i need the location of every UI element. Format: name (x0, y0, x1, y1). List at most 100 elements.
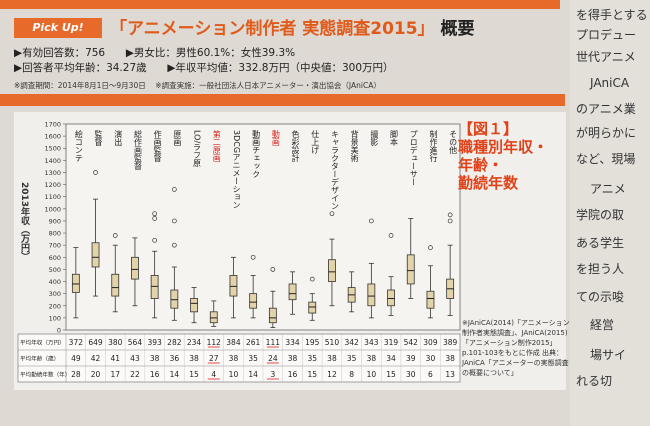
figure-footnote: ※JAniCA(2014)「アニメーション制作者実態調査」、JAniCA(201… (462, 319, 570, 377)
box (367, 283, 376, 307)
data-table (17, 333, 461, 383)
category-label: 制作進行 (429, 129, 438, 163)
table-cell: 343 (364, 338, 379, 347)
sidebar-line: 学院の取 (576, 208, 625, 222)
box (170, 289, 179, 309)
survey-org: ※調査実施：一般社団法人日本アニメーター・演出協会（JAniCA） (155, 81, 381, 90)
category-label: キャラクターデザイン (330, 130, 339, 210)
outlier-point (93, 170, 98, 175)
section-band (0, 94, 565, 106)
category-label: LO/ラフ原 (193, 130, 202, 167)
outlier-point (388, 233, 394, 238)
table-row-label: 平均勤続年数（年） (20, 371, 70, 379)
table-cell: 35 (307, 354, 317, 363)
table-cell: 10 (229, 370, 239, 379)
y-tick-label: 1600 (44, 133, 61, 141)
box (71, 273, 80, 293)
box (328, 259, 336, 282)
category-label: 撮影 (370, 129, 379, 147)
table-cell: 20 (91, 370, 101, 379)
table-cell: 10 (367, 370, 377, 379)
category-label: 原画 (173, 130, 182, 147)
box (288, 283, 297, 301)
sidebar-line: アニメ (590, 182, 626, 196)
table-cell: 282 (167, 338, 182, 347)
y-tick-label: 800 (49, 230, 61, 238)
table-cell: 38 (189, 354, 199, 363)
plot-area (65, 123, 461, 331)
sidebar-line: を得手とする (576, 8, 648, 22)
category-label: 仕上げ (311, 129, 320, 154)
outlier-point (152, 237, 157, 243)
category-label: 動画 (271, 130, 280, 147)
figure-title-line: 年齢・ (458, 156, 504, 174)
table-cell: 384 (226, 338, 241, 347)
outlier-point (172, 187, 177, 192)
box (229, 275, 238, 297)
sidebar-line: ある学生 (576, 236, 625, 250)
survey-period: ※調査期間：2014年8月1日〜9月30日 (14, 81, 146, 90)
box (131, 256, 139, 280)
table-cell: 30 (406, 370, 416, 379)
table-cell: 195 (305, 338, 320, 347)
stat-valid-responses: ▶有効回答数：756 (14, 47, 106, 59)
box (111, 273, 120, 297)
box (190, 298, 198, 313)
sidebar-line: のアニメ業 (576, 102, 636, 116)
outlier-point (428, 245, 433, 250)
table-cell: 372 (69, 338, 84, 347)
table-cell: 38 (288, 354, 298, 363)
box (406, 254, 415, 285)
adjacent-column-text: を得手とする プロデュー 世代アニメ JAniCA のアニメ業 が明らかに など、現場 アニメ… (570, 0, 650, 426)
outlier-point (447, 212, 453, 218)
y-tick-label: 1500 (44, 145, 61, 153)
figure-title-line: 職種別年収・ (458, 138, 549, 156)
sidebar-line: 場サイ (590, 348, 627, 362)
title-main: 「アニメーション制作者 実態調査2015」 (110, 19, 435, 39)
outlier-point (309, 276, 315, 282)
table-cell: 393 (147, 338, 162, 347)
table-cell: 38 (445, 354, 455, 363)
table-cell: 380 (108, 338, 123, 347)
outlier-point (112, 233, 118, 238)
y-tick-label: 200 (49, 302, 61, 310)
category-label: 総作画監督 (133, 129, 142, 171)
outlier-point (329, 211, 335, 217)
category-label: 演出 (114, 129, 123, 147)
stat-avg-age: ▶回答者平均年齢：34.27歳 (14, 62, 147, 74)
category-label: 3DCGアニメーション (232, 130, 241, 209)
box (268, 307, 277, 324)
outlier-point (369, 218, 374, 224)
box (426, 290, 435, 309)
table-cell: 38 (150, 354, 160, 363)
table-cell: 43 (130, 354, 140, 363)
table-cell: 42 (91, 354, 101, 363)
category-label: その他 (449, 130, 458, 155)
outlier-point (447, 218, 453, 224)
table-cell: 36 (170, 354, 180, 363)
table-cell: 41 (110, 354, 120, 363)
table-cell: 342 (344, 338, 359, 347)
outlier-point (250, 254, 256, 260)
sidebar-line: れる切 (576, 374, 613, 388)
y-axis-label: 2013年収（万円） (19, 182, 31, 261)
y-tick-label: 900 (49, 217, 61, 225)
table-cell: 38 (367, 354, 377, 363)
sidebar-line: 経営 (590, 318, 615, 332)
table-cell: 389 (443, 338, 458, 347)
table-cell: 35 (347, 354, 357, 363)
category-label: プロデューサー (409, 130, 418, 186)
table-cell: 16 (150, 370, 160, 379)
table-cell: 15 (307, 370, 317, 379)
table-cell: 35 (248, 354, 258, 363)
y-tick-label: 1100 (44, 193, 61, 201)
y-tick-label: 1400 (44, 157, 61, 165)
pickup-badge: Pick Up! (14, 18, 102, 38)
y-tick-label: 1200 (44, 181, 61, 189)
sidebar-line: 世代アニメ (576, 50, 636, 64)
survey-stats: ▶有効回答数：756 ▶男女比：男性60.1%：女性39.3% ▶回答者平均年齢… (14, 46, 394, 76)
table-cell: 17 (110, 370, 120, 379)
box (387, 289, 395, 307)
survey-notes: ※調査期間：2014年8月1日〜9月30日 ※調査実施：一般社団法人日本アニメー… (14, 80, 381, 91)
